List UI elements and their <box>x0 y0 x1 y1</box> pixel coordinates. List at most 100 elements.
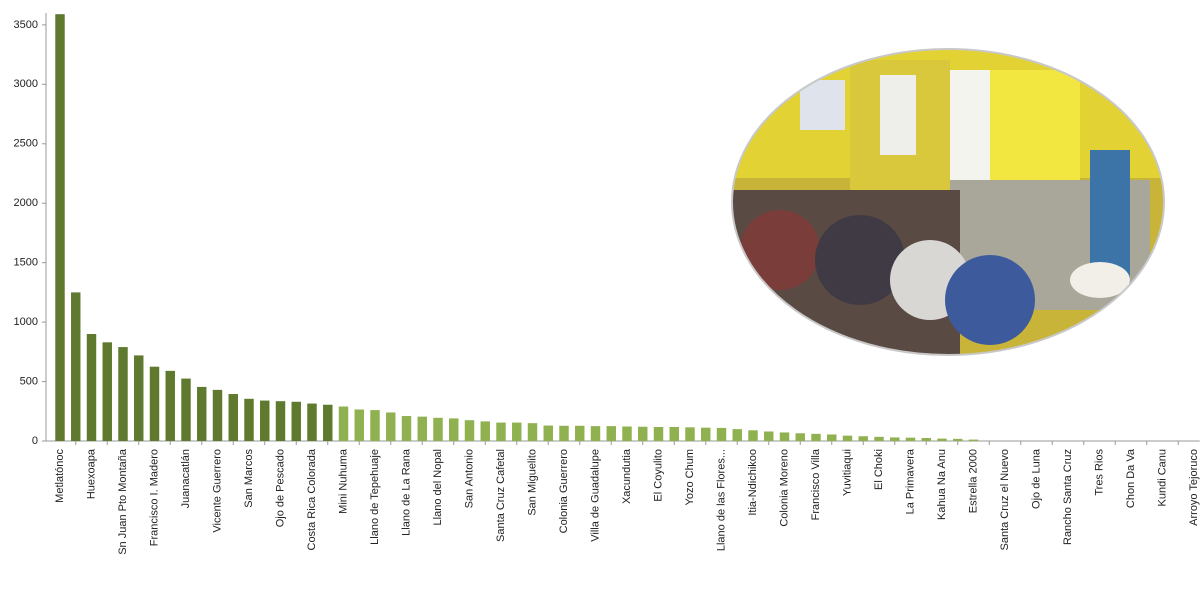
x-tick-label: Sn Juan Pto Montaña <box>117 448 129 555</box>
x-tick-label: Francisco I. Madero <box>148 449 160 546</box>
bar <box>716 427 727 441</box>
x-tick-label: Colonia Moreno <box>778 449 790 527</box>
photo <box>732 49 1164 355</box>
y-tick-label: 2000 <box>14 197 38 209</box>
x-tick-label: San Miguelito <box>526 449 538 516</box>
bar <box>118 347 128 441</box>
x-tick-label: Chon Da Va <box>1125 448 1137 508</box>
x-tick-label: Vicente Guerrero <box>211 449 223 533</box>
bar <box>685 427 695 441</box>
bar <box>590 426 601 441</box>
x-tick-label: Metlatónoc <box>54 449 66 503</box>
bar <box>638 426 648 441</box>
bar <box>181 378 191 441</box>
bar <box>858 436 868 441</box>
bar <box>291 401 301 441</box>
x-tick-label: Ojo de Luna <box>1030 448 1042 509</box>
x-tick-label: Mini Nuhuma <box>337 448 349 514</box>
bar <box>842 435 853 441</box>
bar <box>244 398 254 441</box>
bar <box>307 403 317 441</box>
bar <box>496 422 506 441</box>
x-tick-label: Rancho Santa Cruz <box>1062 449 1074 545</box>
bar <box>827 434 837 441</box>
x-tick-label: El Coyulito <box>652 449 664 502</box>
x-tick-label: Colonia Guerrero <box>558 449 570 533</box>
x-tick-label: Villa de Guadalupe <box>589 449 601 542</box>
bar <box>669 426 679 441</box>
bar <box>953 438 963 441</box>
bar <box>795 433 805 441</box>
y-tick-label: 1000 <box>14 316 38 328</box>
bar <box>165 370 175 441</box>
y-tick-label: 500 <box>20 375 38 387</box>
bar <box>543 425 553 441</box>
bar <box>905 437 916 441</box>
bar <box>464 420 475 441</box>
y-tick-label: 0 <box>32 435 38 447</box>
bar <box>890 437 900 441</box>
bar <box>386 412 396 441</box>
bar <box>575 425 585 441</box>
bar <box>401 416 412 441</box>
bar <box>275 401 286 441</box>
bar <box>370 410 380 441</box>
bar <box>338 406 349 441</box>
bar <box>197 386 207 441</box>
bar <box>449 418 459 441</box>
bar <box>606 426 616 441</box>
bar <box>622 426 632 441</box>
bar <box>354 409 364 441</box>
bar <box>323 404 333 441</box>
bar <box>417 416 427 441</box>
bar <box>527 423 538 441</box>
photo-frame <box>731 48 1165 356</box>
bar <box>732 429 742 441</box>
bar <box>811 433 821 441</box>
bar <box>764 431 774 441</box>
bar <box>701 427 711 441</box>
x-tick-label: San Marcos <box>243 449 255 508</box>
bar <box>260 400 270 441</box>
bar <box>921 438 931 441</box>
bar <box>102 342 112 441</box>
x-tick-label: Huexoapa <box>85 448 97 499</box>
x-tick-label: Juanacatlán <box>180 449 192 508</box>
x-tick-label: Ojo de Pescado <box>274 449 286 527</box>
y-tick-label: 2500 <box>14 138 38 150</box>
bar <box>937 438 947 441</box>
x-tick-label: Kundi Canu <box>1156 449 1168 507</box>
bar <box>134 355 144 441</box>
y-tick-label: 3000 <box>14 78 38 90</box>
x-tick-label: Costa Rica Colorada <box>306 448 318 550</box>
x-tick-label: Arroyo Tejoruco <box>1188 449 1200 526</box>
bar <box>86 334 97 441</box>
x-tick-label: Santa Cruz el Nuevo <box>999 449 1011 551</box>
x-tick-label: La Primavera <box>904 448 916 514</box>
x-tick-label: Yuvitiaqui <box>841 449 853 496</box>
x-tick-label: Santa Cruz Cafetal <box>495 449 507 542</box>
x-tick-label: Kahua Na Anu <box>936 449 948 520</box>
x-tick-label: Yozo Chum <box>684 449 696 505</box>
bar <box>480 421 490 441</box>
x-tick-label: Llano del Nopal <box>432 449 444 525</box>
bar <box>433 417 443 441</box>
x-tick-label: Llano de La Rana <box>400 448 412 536</box>
bar <box>559 425 569 441</box>
bar <box>55 14 65 441</box>
bar <box>779 432 790 441</box>
bar <box>212 389 223 441</box>
y-tick-label: 3500 <box>14 19 38 31</box>
x-tick-label: Xacundutia <box>621 448 633 504</box>
bar <box>228 394 238 441</box>
bar <box>748 430 758 441</box>
x-tick-label: Itia-Ndichikoo <box>747 449 759 516</box>
y-tick-label: 1500 <box>14 257 38 269</box>
x-tick-label: Llano de las Flores... <box>715 449 727 551</box>
x-tick-label: El Choki <box>873 449 885 490</box>
bar <box>512 422 522 441</box>
bar <box>149 366 160 441</box>
x-tick-label: Llano de Tepehuaje <box>369 449 381 545</box>
x-tick-label: Francisco Villa <box>810 448 822 520</box>
